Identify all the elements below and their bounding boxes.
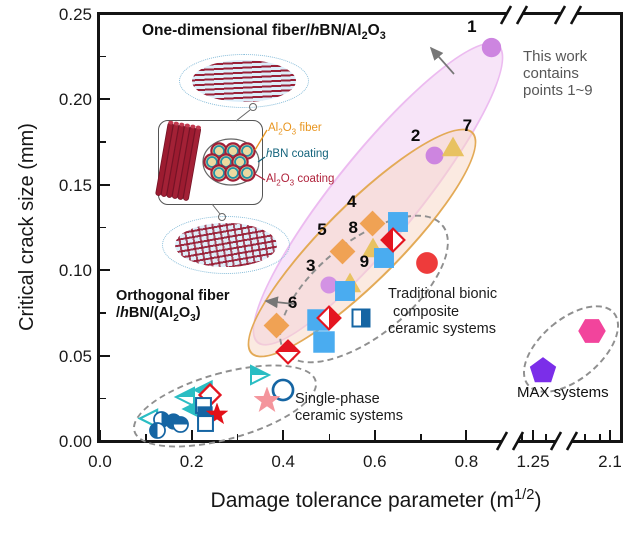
marker-star	[205, 402, 229, 425]
x-major-tick	[373, 430, 376, 440]
y-tick-label: 0.25	[58, 4, 92, 24]
point-number-2: 2	[410, 125, 421, 145]
marker-diamond	[316, 304, 342, 331]
y-major-tick	[100, 354, 110, 357]
annotation-this-work-line1: This work	[523, 48, 588, 65]
x-minor-tick	[584, 434, 586, 440]
marker-diamond-point-4	[359, 210, 386, 237]
marker-triangle-up-point-7	[441, 135, 465, 159]
x-minor-tick	[145, 434, 147, 440]
x-tick-label: 1.25	[516, 452, 550, 471]
x-tick-label: 0.8	[454, 452, 479, 471]
point-number-6: 6	[287, 293, 298, 313]
annotation-orthogonal-line1: Orthogonal fiber	[116, 288, 230, 304]
point-number-1: 1	[467, 17, 477, 37]
point-number-5: 5	[317, 219, 327, 239]
marker-diamond-point-6	[263, 312, 290, 339]
marker-diamond-point-5	[329, 238, 356, 265]
y-major-tick	[100, 269, 110, 271]
point-number-3: 3	[306, 256, 316, 276]
inset-fiber-bundle-box	[158, 120, 263, 205]
marker-triangle-left	[173, 385, 197, 409]
marker-pentagon	[529, 357, 557, 385]
x-axis-label: Damage tolerance parameter (m1/2)	[210, 487, 542, 512]
annotation-orthogonal-fiber: Orthogonal fiber /hBN/(Al2O3)	[116, 288, 230, 327]
y-tick-label: 0.05	[58, 346, 92, 366]
plot-area-border	[97, 12, 623, 443]
x-tick-label: 0.6	[362, 452, 387, 471]
y-minor-tick	[100, 397, 106, 400]
annotation-single-phase-line2: ceramic systems	[295, 408, 403, 424]
annotation-single-phase: Single-phase ceramic systems	[295, 391, 403, 425]
inset-label-al2o3-coating: Al2O3 coating	[266, 173, 335, 188]
y-major-tick	[100, 440, 110, 442]
x-major-tick	[609, 430, 611, 440]
y-tick-label: 0.00	[58, 432, 92, 451]
annotation-traditional-line2: composite	[393, 303, 460, 320]
y-axis-label: Critical crack size (mm)	[16, 123, 38, 331]
annotation-traditional-line3: ceramic systems	[388, 321, 496, 337]
y-minor-tick	[100, 141, 106, 143]
point-number-9: 9	[359, 251, 370, 271]
marker-square	[385, 209, 411, 235]
marker-circle	[170, 414, 191, 435]
x-major-tick	[282, 430, 285, 440]
annotation-max-systems: MAX systems	[517, 384, 609, 401]
marker-square	[310, 328, 338, 356]
inset-one-dimensional-fiber-image	[179, 54, 309, 108]
x-tick-label: 2.1	[598, 452, 622, 471]
x-minor-tick	[599, 434, 601, 440]
y-major-tick	[100, 12, 110, 15]
point-number-8: 8	[348, 217, 358, 237]
marker-circle	[147, 420, 168, 441]
x-tick-label: 0.4	[271, 452, 295, 471]
x-major-tick	[465, 430, 468, 440]
marker-circle-point-1	[479, 35, 504, 60]
annotation-orthogonal-line2: /hBN/(Al2O3)	[116, 304, 201, 324]
annotation-this-work-line2: contains	[523, 65, 579, 82]
inset-orthogonal-fiber-image	[162, 216, 290, 274]
point-number-4: 4	[347, 192, 357, 212]
marker-circle	[413, 249, 441, 277]
inset-label-al2o3-fiber: Al2O3 fiber	[268, 122, 322, 137]
marker-star	[253, 386, 281, 413]
y-minor-tick	[100, 55, 106, 58]
y-tick-label: 0.20	[58, 90, 92, 109]
annotation-traditional-line1: Traditional bionic	[388, 286, 498, 302]
x-major-tick	[190, 430, 193, 440]
marker-square	[371, 245, 397, 271]
annotation-this-work: This work contains points 1~9	[523, 48, 593, 99]
marker-square	[332, 278, 358, 304]
x-tick-label: 0.0	[88, 452, 112, 471]
y-tick-label: 0.10	[58, 261, 92, 280]
marker-square	[349, 306, 373, 330]
x-minor-tick	[420, 434, 422, 440]
point-number-7: 7	[462, 115, 473, 135]
y-minor-tick	[100, 312, 106, 314]
x-minor-tick	[236, 434, 239, 440]
x-minor-tick	[545, 434, 547, 440]
y-major-tick	[100, 98, 110, 100]
marker-diamond	[274, 339, 301, 365]
inset-label-hbn-coating: hBN coating	[266, 148, 329, 160]
y-minor-tick	[100, 226, 106, 229]
x-tick-label: 0.2	[179, 452, 204, 471]
annotation-single-phase-line1: Single-phase	[295, 391, 380, 407]
annotation-one-dimensional-fiber: One-dimensional fiber/hBN/Al2O3	[142, 22, 386, 43]
y-major-tick	[100, 183, 110, 186]
marker-triangle-right	[248, 363, 272, 387]
annotation-traditional-bionic: Traditional bionic composite ceramic sys…	[388, 286, 497, 339]
marker-hexagon	[578, 317, 606, 345]
marker-square	[195, 413, 216, 434]
marker-diamond	[380, 227, 407, 253]
y-tick-label: 0.15	[58, 175, 92, 195]
x-minor-tick	[328, 434, 331, 440]
marker-circle	[269, 376, 297, 404]
x-major-tick	[99, 430, 101, 440]
annotation-this-work-line3: points 1~9	[523, 82, 593, 99]
x-major-tick	[532, 430, 534, 440]
x-minor-tick	[521, 434, 523, 440]
